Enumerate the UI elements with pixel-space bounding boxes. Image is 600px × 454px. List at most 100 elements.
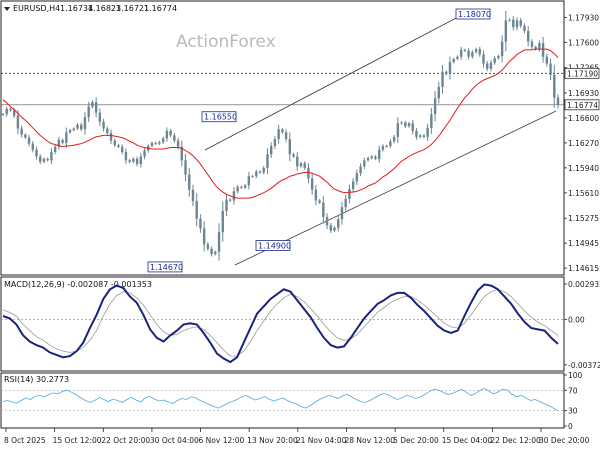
candle-body <box>277 129 280 140</box>
candle-body <box>9 108 12 111</box>
candles-layer <box>1 10 560 261</box>
candle-body <box>310 178 314 190</box>
candle-body <box>61 139 64 143</box>
price-pane-frame <box>0 0 565 276</box>
candle-body <box>154 142 157 144</box>
candle-body <box>158 142 161 144</box>
candle-body <box>411 123 414 131</box>
price-annotation-label: 1.16550 <box>204 113 237 122</box>
candle-body <box>284 132 288 140</box>
candle-body <box>459 49 463 57</box>
macd-pane-frame <box>0 276 565 372</box>
candle-body <box>415 130 418 137</box>
candle-body <box>109 133 113 141</box>
time-tick-label: 30 Oct 04:00 <box>150 436 199 445</box>
candle-body <box>273 139 277 146</box>
time-tick-label: 28 Nov 12:00 <box>344 436 395 445</box>
candle-body <box>519 20 522 26</box>
candle-body <box>549 63 552 75</box>
candle-body <box>266 154 269 168</box>
candle-body <box>232 191 236 201</box>
candle-body <box>534 46 537 50</box>
candle-body <box>221 210 224 233</box>
price-pane: ActionForex EURUSD,H4 1.16734 1.16823 1.… <box>0 0 600 276</box>
time-tick-label: 21 Nov 04:00 <box>296 436 347 445</box>
candle-body <box>76 124 79 129</box>
last-price-box <box>564 99 600 111</box>
moving-average-line <box>2 48 559 199</box>
candle-body <box>556 97 560 106</box>
candle-body <box>448 61 452 75</box>
candle-body <box>493 58 496 63</box>
price-tick-label: 1.14945 <box>568 239 599 248</box>
candle-body <box>87 106 90 118</box>
time-tick-label: 30 Dec 20:00 <box>539 436 590 445</box>
rsi-level-lines <box>1 389 564 412</box>
candle-body <box>31 143 34 150</box>
candle-body <box>337 219 340 228</box>
candle-body <box>20 128 23 135</box>
candle-body <box>541 43 545 57</box>
candle-body <box>318 200 321 203</box>
candle-body <box>489 62 493 69</box>
price-annotation-label: 1.18070 <box>458 10 491 19</box>
macd-main-line <box>2 283 559 364</box>
candle-body <box>359 166 362 174</box>
candle-body <box>512 19 515 28</box>
candle-body <box>202 228 206 245</box>
candle-body <box>299 163 303 167</box>
price-tick-label: 1.15940 <box>568 164 599 173</box>
price-tick-label: 1.15610 <box>568 189 599 198</box>
last-price-label: 1.16774 <box>567 101 598 110</box>
candle-body <box>199 218 202 229</box>
candle-body <box>225 199 228 211</box>
candle-body <box>236 186 239 192</box>
candle-body <box>16 115 20 129</box>
hline-price-box <box>564 67 600 79</box>
candle-body <box>392 136 396 142</box>
candle-body <box>307 167 310 179</box>
candle-body <box>400 122 403 124</box>
price-tick-label: 1.17930 <box>568 13 599 22</box>
candle-body <box>251 176 254 178</box>
time-tick-label: 5 Dec 20:00 <box>393 436 439 445</box>
candle-body <box>243 185 247 188</box>
candle-body <box>441 71 444 87</box>
candle-body <box>150 142 154 146</box>
candle-body <box>39 156 42 162</box>
candle-body <box>161 138 165 143</box>
candle-body <box>527 30 530 42</box>
dropdown-triangle-icon <box>4 7 10 11</box>
candle-body <box>374 156 377 159</box>
channel-lower-line <box>234 110 557 266</box>
candle-body <box>426 127 429 137</box>
candle-body <box>50 151 53 161</box>
candle-body <box>433 98 437 115</box>
candle-body <box>173 135 176 141</box>
candle-body <box>24 134 27 138</box>
candle-body <box>329 225 332 231</box>
macd-pane: MACD(12,26,9) -0.002087 -0.001353 0.0029… <box>0 276 600 372</box>
candle-body <box>195 201 198 219</box>
rsi-label: RSI(14) 30.2773 <box>4 375 69 384</box>
candle-body <box>474 49 478 53</box>
candle-body <box>106 128 109 134</box>
rsi-tick-label: 30 <box>568 407 578 416</box>
price-header: EURUSD,H4 1.16734 1.16823 1.16721 1.1677… <box>4 4 177 13</box>
time-tick-label: 13 Nov 20:00 <box>247 436 298 445</box>
candle-body <box>68 130 72 133</box>
price-annotation-box <box>455 8 491 20</box>
price-annotations: 1.16550 1.14670 1.14900 1.18070 <box>147 8 491 273</box>
candle-body <box>322 202 325 218</box>
candle-body <box>523 25 526 31</box>
candle-body <box>370 156 373 159</box>
candle-body <box>94 102 98 113</box>
candle-body <box>165 130 169 139</box>
candle-body <box>467 50 470 57</box>
candle-body <box>314 189 318 201</box>
candle-body <box>169 130 172 136</box>
candle-body <box>72 128 75 131</box>
candle-body <box>452 58 455 62</box>
candle-body <box>240 186 243 188</box>
candle-body <box>27 137 31 144</box>
